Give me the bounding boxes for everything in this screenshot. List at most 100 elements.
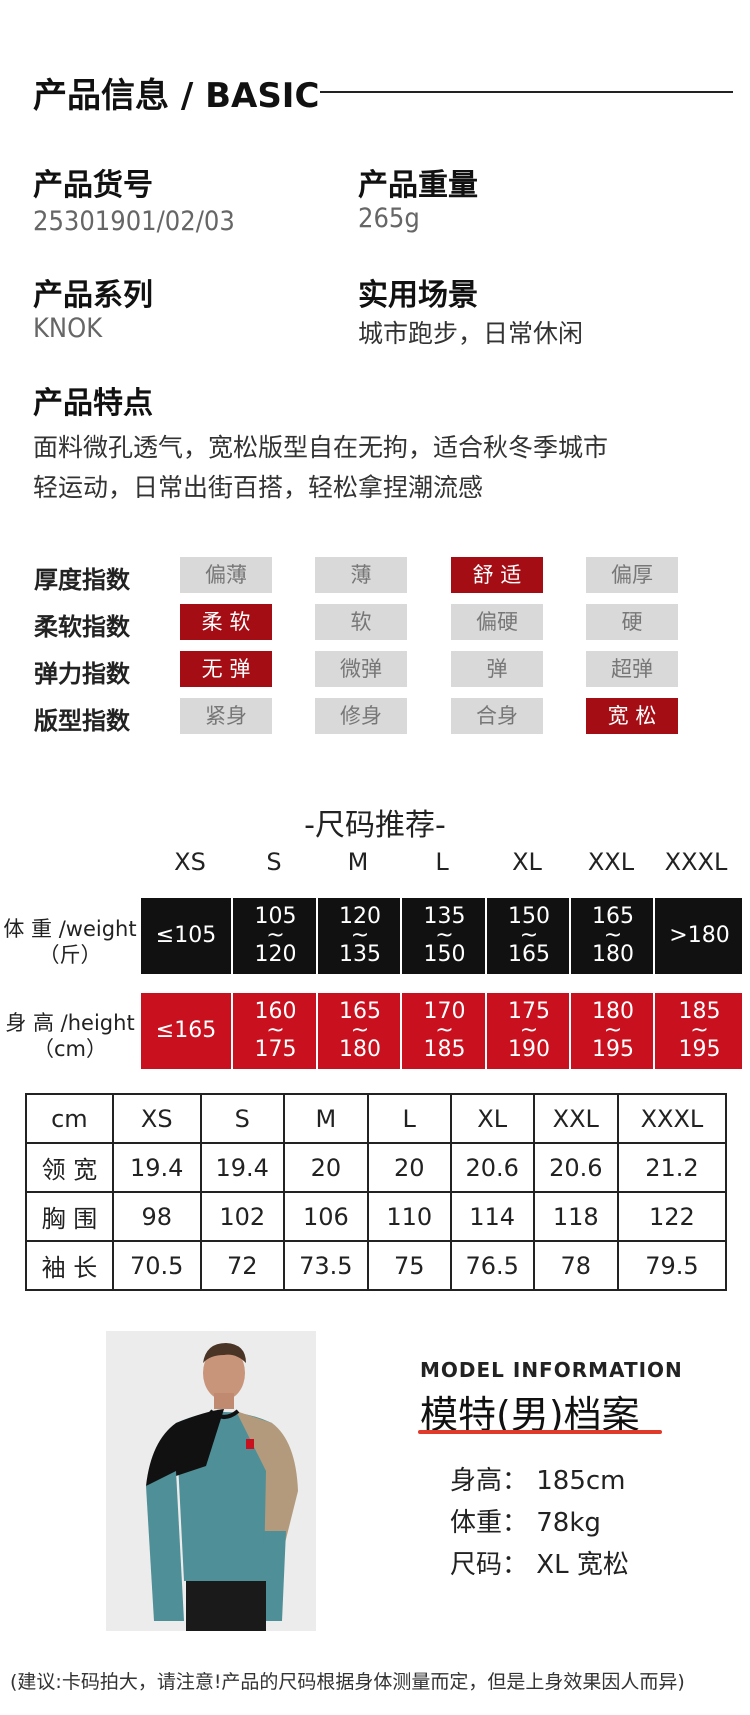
band-cell-mid: ~ (266, 1018, 285, 1043)
size-header: XS (174, 848, 206, 876)
weight-band: ≤105 105 ~120 120 ~135 135 ~150 150 ~165 165 ~180 >… (141, 898, 742, 974)
model-title-en: MODEL INFORMATION (420, 1358, 683, 1382)
model-illustration (106, 1331, 316, 1631)
band-cell: >180 (653, 898, 744, 974)
index-option: 偏硬 (451, 604, 543, 640)
table-cell: 21.2 (616, 1142, 728, 1193)
table-header-cell: M (282, 1093, 369, 1144)
band-cell-top: >180 (669, 923, 730, 948)
table-header-cell: L (366, 1093, 452, 1144)
table-cell: 76.5 (449, 1240, 535, 1291)
series-value: KNOK (33, 313, 103, 344)
band-cell: 150 ~165 (485, 898, 571, 974)
band-cell-mid: ~ (350, 1018, 370, 1043)
band-cell-top: 120 (339, 904, 381, 929)
index-row-label: 版型指数 (34, 707, 130, 735)
table-row: 胸 围 98 102 106 110 114 118 122 (25, 1191, 728, 1242)
index-option: 薄 (315, 557, 407, 593)
weight-value: 265g (358, 203, 420, 234)
band-cell-top: 165 (592, 904, 634, 929)
table-cell: 98 (111, 1191, 202, 1242)
band-cell: ≤165 (141, 993, 231, 1069)
size-header: XL (512, 848, 542, 876)
index-option: 弹 (451, 651, 543, 687)
table-cell: 79.5 (616, 1240, 728, 1291)
index-option: 超弹 (586, 651, 678, 687)
table-cell: 20.6 (449, 1142, 535, 1193)
scene-label: 实用场景 (358, 278, 478, 313)
feature-line-1: 面料微孔透气，宽松版型自在无拘，适合秋冬季城市 (33, 433, 609, 462)
model-title-cn: 模特(男)档案 (420, 1393, 640, 1437)
index-row-label: 柔软指数 (34, 613, 130, 641)
feature-line-2: 轻运动，日常出街百搭，轻松拿捏潮流感 (33, 473, 484, 502)
index-row-label: 厚度指数 (34, 566, 130, 594)
band-cell: 105 ~120 (231, 898, 318, 974)
table-header-cell: cm (25, 1093, 114, 1144)
height-row-label-unit: （cm） (32, 1037, 107, 1061)
band-cell-top: ≤165 (155, 1018, 217, 1043)
table-header-cell: XS (111, 1093, 202, 1144)
index-option: 微弹 (315, 651, 407, 687)
table-header-cell: XL (449, 1093, 535, 1144)
band-cell: 120 ~135 (316, 898, 402, 974)
table-header-cell: S (199, 1093, 285, 1144)
table-cell: 118 (532, 1191, 619, 1242)
size-header: S (266, 848, 282, 876)
table-row-label: 领 宽 (25, 1142, 114, 1193)
model-height: 身高： 185cm (450, 1466, 626, 1496)
index-option: 修身 (315, 698, 407, 734)
table-cell: 19.4 (111, 1142, 202, 1193)
height-row-label-main: 身 高 /height (5, 1011, 135, 1035)
feature-label: 产品特点 (33, 386, 153, 421)
band-cell-bot: 195 (592, 1037, 634, 1062)
series-label: 产品系列 (33, 278, 153, 313)
table-header-cell: XXXL (616, 1093, 728, 1144)
height-row-label: 身 高 /height （cm） (0, 1010, 140, 1062)
band-cell-bot: 120 (254, 942, 297, 967)
size-note: (建议:卡码拍大，请注意!产品的尺码根据身体测量而定，但是上身效果因人而异) (10, 1671, 685, 1693)
band-cell-mid: ~ (519, 1018, 539, 1043)
band-cell-top: ≤105 (155, 923, 217, 948)
size-header: XXXL (664, 848, 728, 876)
title-divider (320, 91, 733, 93)
band-cell-bot: 135 (339, 942, 381, 967)
band-cell: ≤105 (141, 898, 231, 974)
band-cell-mid: ~ (603, 923, 623, 948)
table-cell: 78 (532, 1240, 619, 1291)
index-row-label: 弹力指数 (34, 660, 130, 688)
index-option: 硬 (586, 604, 678, 640)
table-row-label: 袖 长 (25, 1240, 114, 1291)
table-cell: 70.5 (111, 1240, 202, 1291)
band-cell-mid: ~ (519, 923, 539, 948)
scene-value: 城市跑步，日常休闲 (358, 319, 584, 348)
band-cell-top: 135 (423, 904, 466, 929)
table-cell: 72 (199, 1240, 285, 1291)
index-option-selected: 宽 松 (586, 698, 678, 734)
table-cell: 20.6 (532, 1142, 619, 1193)
band-cell-mid: ~ (603, 1018, 623, 1043)
table-cell: 73.5 (282, 1240, 369, 1291)
sku-label: 产品货号 (33, 168, 153, 203)
model-size: 尺码： XL 宽松 (450, 1550, 629, 1580)
table-row: 领 宽 19.4 19.4 20 20 20.6 20.6 21.2 (25, 1142, 728, 1193)
band-cell-top: 160 (254, 999, 297, 1024)
index-option: 偏厚 (586, 557, 678, 593)
band-cell-top: 165 (339, 999, 381, 1024)
model-title-underline (418, 1430, 662, 1434)
size-table: cm XS S M L XL XXL XXXL 领 宽 19.4 19.4 20 20 20.6 20.6 2… (25, 1093, 728, 1291)
index-option-selected: 舒 适 (451, 557, 543, 593)
band-cell-mid: ~ (435, 1018, 454, 1043)
band-cell-mid: ~ (690, 1018, 709, 1043)
weight-row-label-main: 体 重 /weight (3, 917, 137, 941)
model-weight: 体重： 78kg (450, 1508, 601, 1538)
table-cell: 102 (199, 1191, 285, 1242)
weight-row-label-unit: （斤） (38, 943, 102, 967)
band-cell: 180 ~195 (569, 993, 655, 1069)
index-option: 合身 (451, 698, 543, 734)
size-header: XXL (587, 848, 635, 876)
band-cell-top: 175 (508, 999, 550, 1024)
band-cell-bot: 190 (508, 1037, 550, 1062)
table-cell: 114 (449, 1191, 535, 1242)
table-header-row: cm XS S M L XL XXL XXXL (25, 1093, 728, 1144)
band-cell-mid: ~ (266, 923, 285, 948)
